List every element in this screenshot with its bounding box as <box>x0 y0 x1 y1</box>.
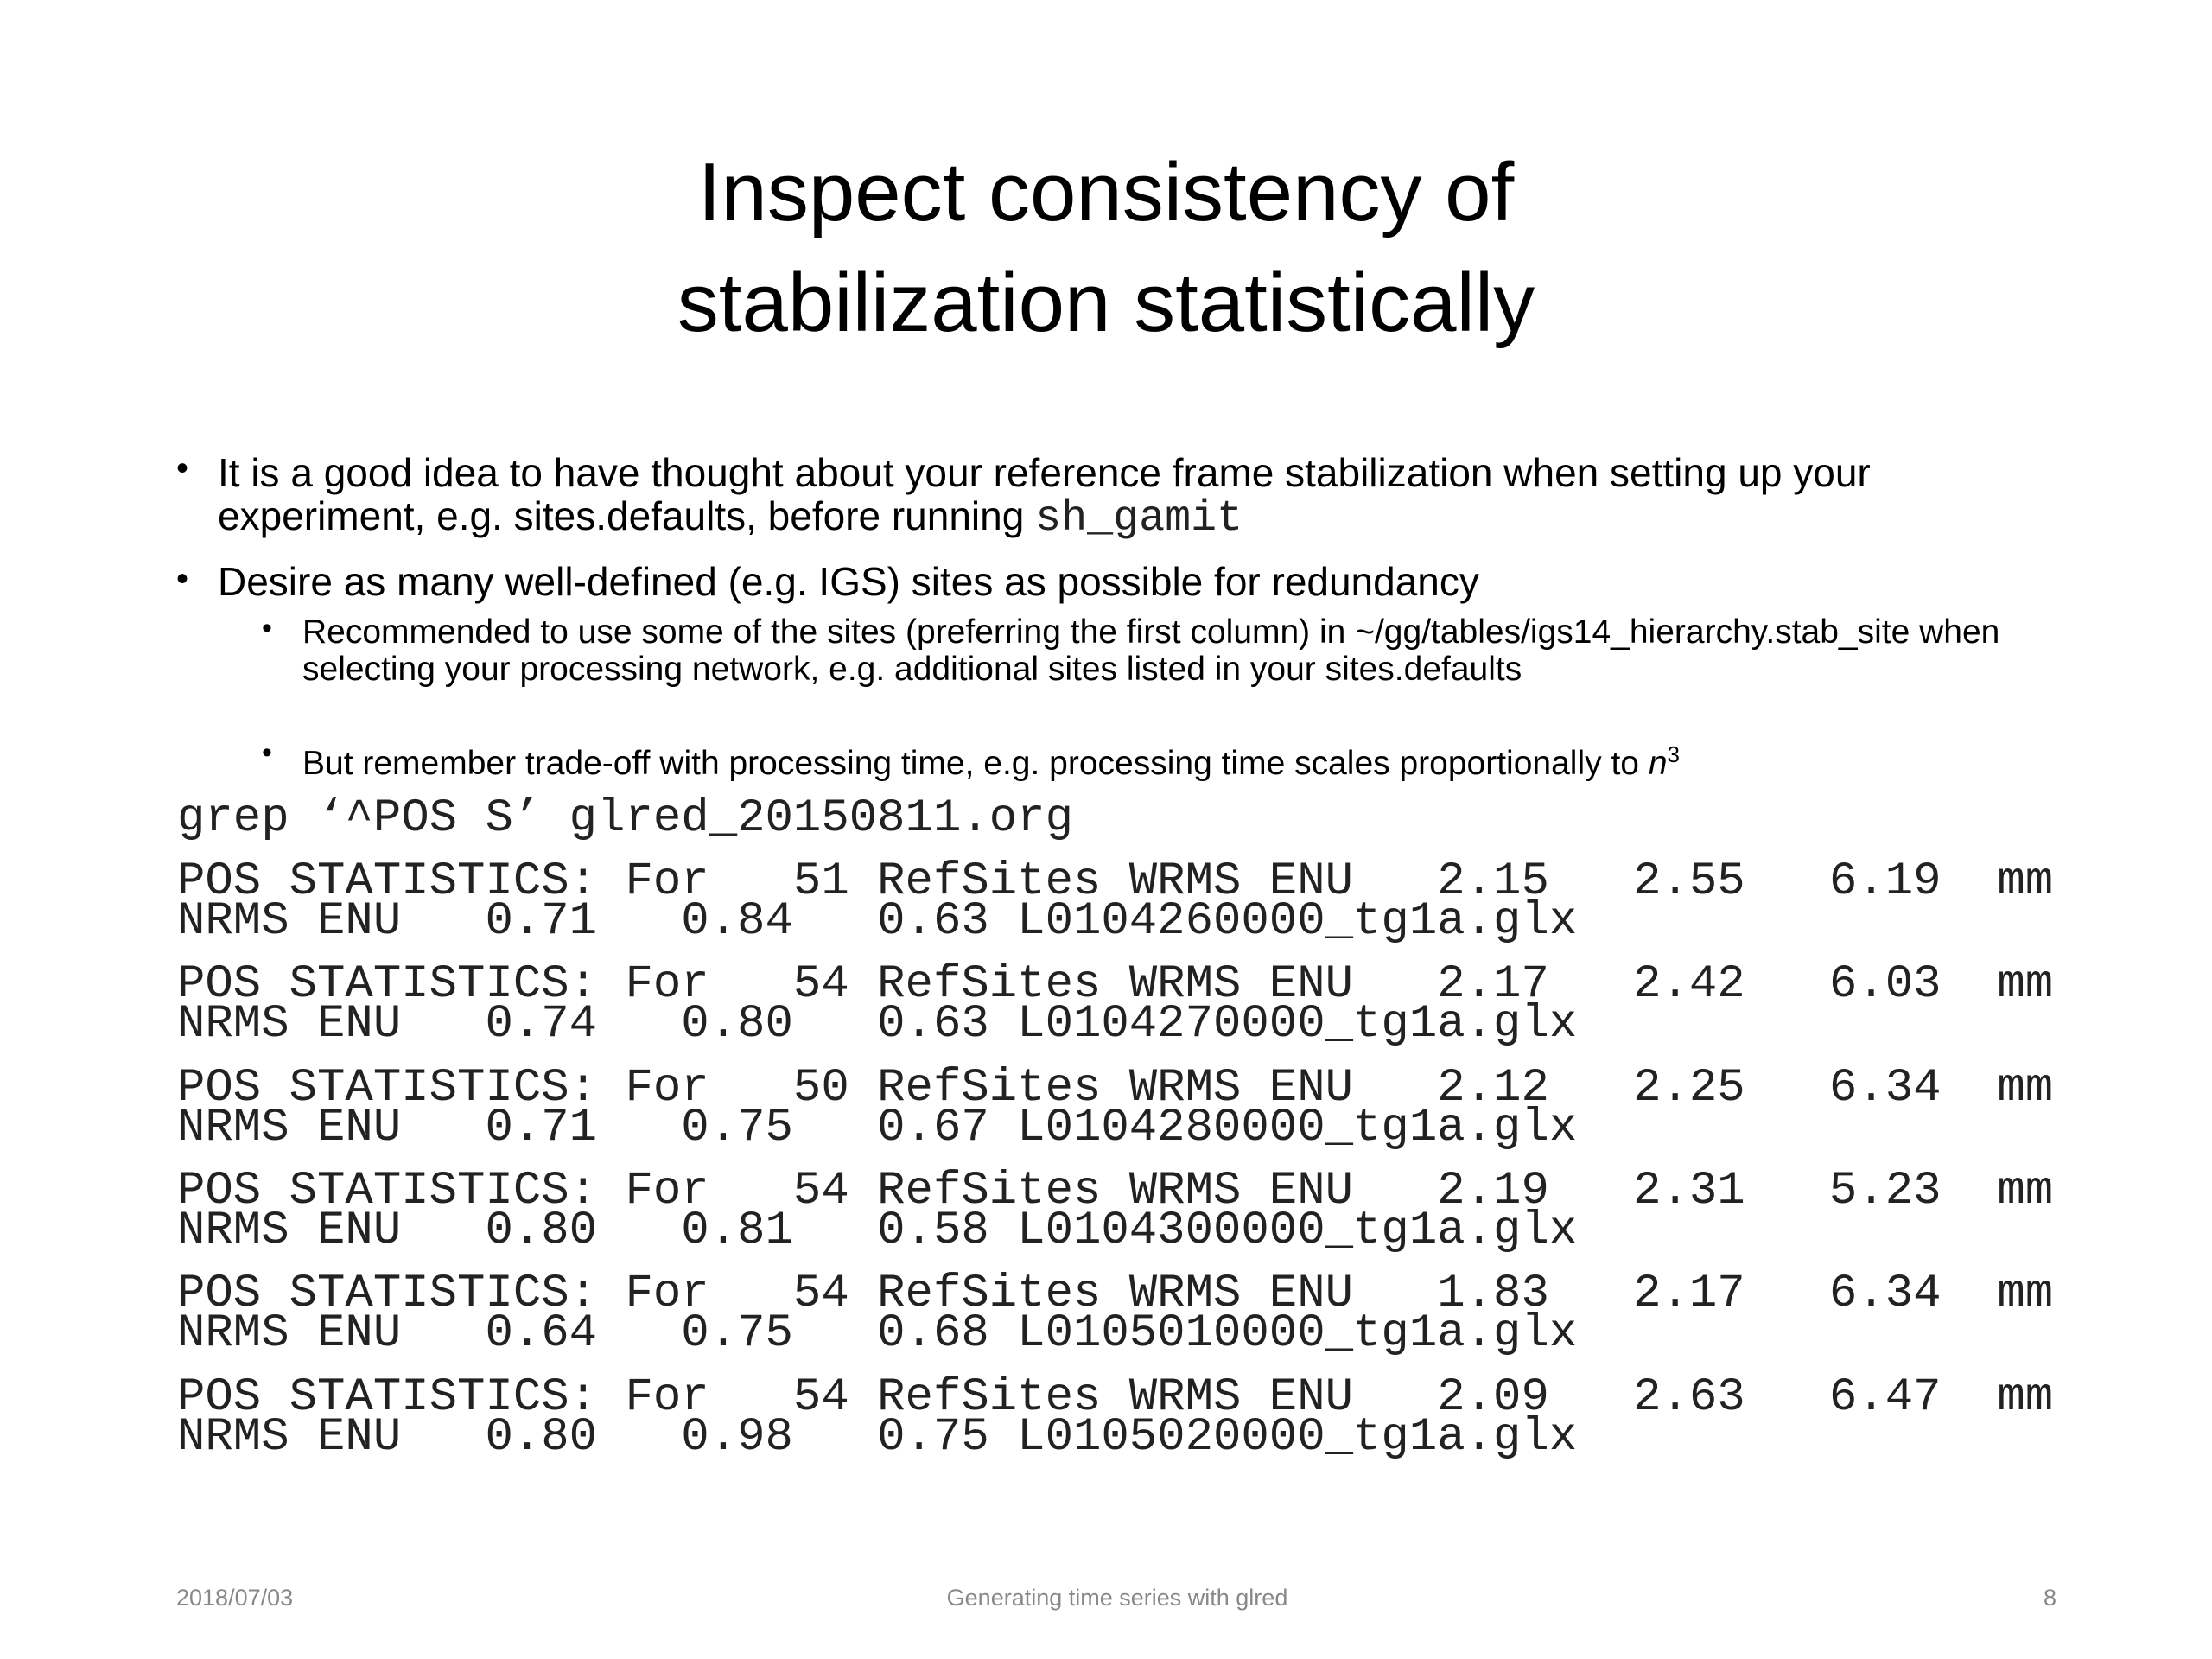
output-line: POS STATISTICS: For 54 RefSites WRMS ENU… <box>177 1268 2054 1321</box>
bullet-dot: • <box>176 560 189 598</box>
output-line: NRMS ENU 0.74 0.80 0.63 L0104270000_tg1a… <box>177 998 1578 1052</box>
bullet: It is a good idea to have thought about … <box>218 451 2067 541</box>
output-line: POS STATISTICS: For 54 RefSites WRMS ENU… <box>177 1164 2054 1217</box>
bullet-dot: • <box>176 449 189 487</box>
title-line: stabilization statistically <box>677 257 1535 349</box>
sub-bullet-text: Recommended to use some of the sites (pr… <box>302 613 2000 688</box>
sub-bullet: But remember trade-off with processing t… <box>302 736 2065 782</box>
output-line: NRMS ENU 0.80 0.81 0.58 L0104300000_tg1a… <box>177 1204 1578 1257</box>
output-line: POS STATISTICS: For 54 RefSites WRMS ENU… <box>177 958 2054 1012</box>
output-line: NRMS ENU 0.71 0.75 0.67 L0104280000_tg1a… <box>177 1101 1578 1154</box>
output-line: NRMS ENU 0.71 0.84 0.63 L0104260000_tg1a… <box>177 895 1578 948</box>
footer-center: Generating time series with glred <box>946 1585 1288 1611</box>
code: sh_gamit <box>1035 494 1243 543</box>
bullet-dot: • <box>262 736 272 769</box>
sub-bullet-text: But remember trade-off with processing t… <box>302 745 1649 782</box>
output-line: POS STATISTICS: For 51 RefSites WRMS ENU… <box>177 855 2054 908</box>
command: grep ‘^POS S’ glred_20150811.org <box>177 792 1073 845</box>
output-line: POS STATISTICS: For 50 RefSites WRMS ENU… <box>177 1061 2054 1115</box>
bullet-dot: • <box>262 612 272 645</box>
variable: n <box>1648 745 1668 782</box>
output-line: NRMS ENU 0.64 0.75 0.68 L0105010000_tg1a… <box>177 1307 1578 1361</box>
output-line: NRMS ENU 0.80 0.98 0.75 L0105020000_tg1a… <box>177 1410 1578 1464</box>
bullet-text: It is a good idea to have thought about … <box>218 450 1871 538</box>
title-line: Inspect consistency of <box>697 146 1515 238</box>
page-number: 8 <box>2043 1585 2056 1611</box>
output-line: POS STATISTICS: For 54 RefSites WRMS ENU… <box>177 1370 2054 1424</box>
bullet-text: Desire as many well-defined (e.g. IGS) s… <box>218 559 1479 604</box>
footer-date: 2018/07/03 <box>176 1585 294 1611</box>
exponent: 3 <box>1667 741 1680 767</box>
